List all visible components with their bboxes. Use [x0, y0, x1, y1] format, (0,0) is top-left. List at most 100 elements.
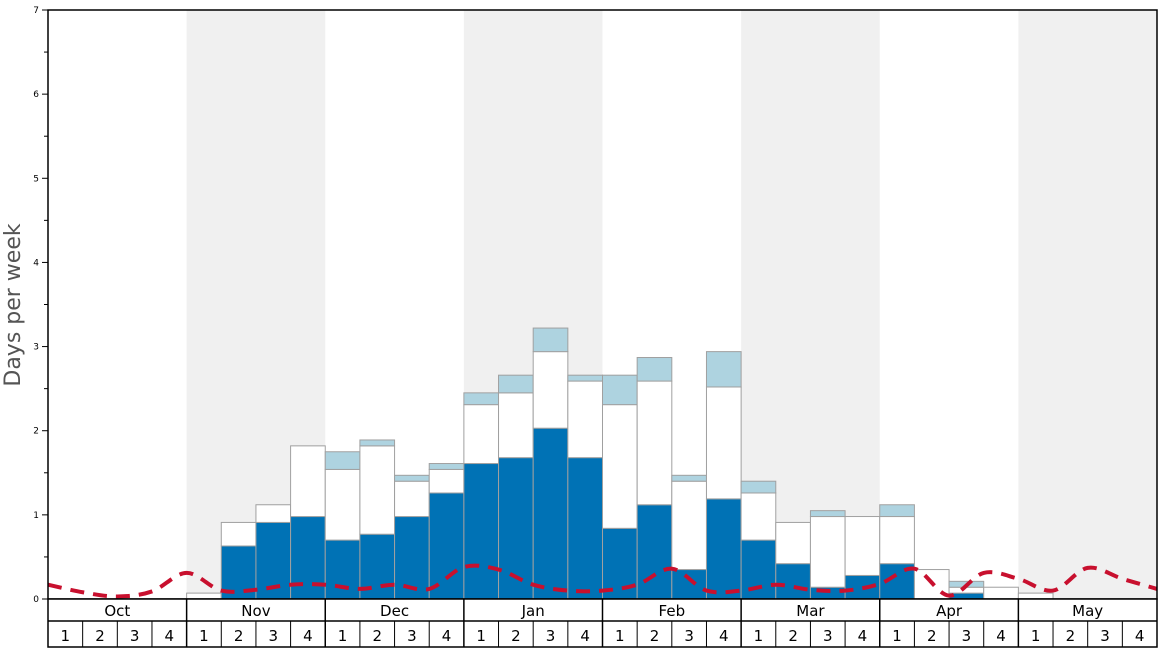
week-label: 4	[580, 627, 590, 645]
month-label-dec: Dec	[380, 602, 409, 620]
bar-segment-white	[463, 404, 500, 465]
week-label: 1	[615, 627, 625, 645]
month-label-may: May	[1072, 602, 1103, 620]
week-label: 4	[858, 627, 868, 645]
bar-segment-light-blue	[636, 357, 673, 382]
week-label: 1	[61, 627, 71, 645]
bar-segment-light-blue	[463, 392, 500, 406]
y-tick-label: 5	[33, 174, 39, 184]
bar-segment-white	[602, 404, 638, 529]
bar-segment-white	[498, 392, 534, 459]
bar-jan-week-4	[567, 374, 603, 600]
bar-segment-light-blue	[809, 510, 846, 518]
bar-segment-white	[705, 386, 742, 500]
week-label: 4	[303, 627, 313, 645]
bar-segment-dark-blue	[567, 457, 603, 600]
y-tick-label: 2	[33, 427, 39, 437]
y-tick-label: 6	[33, 90, 39, 100]
bar-segment-dark-blue	[394, 516, 430, 600]
bar-jan-week-1	[463, 392, 500, 600]
week-label: 3	[684, 627, 694, 645]
bar-segment-white	[394, 480, 430, 518]
bar-segment-dark-blue	[428, 492, 465, 600]
bar-segment-dark-blue	[740, 539, 777, 600]
bar-segment-white	[844, 516, 881, 576]
bar-segment-light-blue	[740, 480, 777, 494]
bar-segment-white	[879, 516, 915, 565]
month-band-may	[1018, 10, 1157, 599]
month-label-nov: Nov	[241, 602, 270, 620]
month-label-oct: Oct	[104, 602, 130, 620]
bar-segment-dark-blue	[290, 516, 326, 600]
week-label: 1	[476, 627, 486, 645]
bar-segment-light-blue	[428, 463, 465, 470]
bar-segment-white	[1017, 592, 1054, 600]
y-axis: 0 1 2 3 4 5 6 7	[33, 6, 48, 605]
bar-segment-white	[775, 521, 811, 565]
bar-may-week-1	[1017, 592, 1054, 600]
bar-segment-light-blue	[879, 504, 915, 518]
bar-segment-white	[290, 445, 326, 518]
bar-segment-light-blue	[532, 327, 569, 353]
week-label: 1	[1031, 627, 1041, 645]
bar-segment-dark-blue	[775, 563, 811, 600]
bar-segment-dark-blue	[324, 539, 361, 600]
month-label-mar: Mar	[796, 602, 825, 620]
bar-segment-white	[567, 380, 603, 459]
week-label: 4	[719, 627, 729, 645]
bar-segment-white	[532, 351, 569, 429]
week-label: 4	[996, 627, 1006, 645]
y-tick-label: 4	[33, 258, 39, 268]
bar-nov-week-4	[290, 445, 326, 600]
week-label: 3	[823, 627, 833, 645]
week-label: 3	[962, 627, 972, 645]
bar-feb-week-1	[602, 374, 638, 600]
month-bands	[186, 10, 1157, 599]
week-label: 2	[511, 627, 521, 645]
month-label-apr: Apr	[936, 602, 963, 620]
bar-segment-white	[255, 504, 292, 523]
y-axis-title: Days per week	[1, 223, 26, 386]
bar-segment-white	[636, 380, 673, 506]
month-label-jan: Jan	[521, 602, 545, 620]
week-label: 4	[1135, 627, 1145, 645]
bar-feb-week-4	[705, 351, 742, 600]
y-tick-label: 7	[33, 6, 39, 16]
week-label: 3	[546, 627, 556, 645]
bar-segment-white	[186, 592, 222, 600]
week-label: 4	[442, 627, 452, 645]
bar-feb-week-3	[671, 474, 707, 600]
dashed-trend-line	[47, 563, 1158, 599]
bar-apr-week-1	[879, 504, 915, 600]
week-label: 2	[650, 627, 660, 645]
bar-segment-white	[359, 445, 396, 535]
y-tick-label: 1	[33, 511, 39, 521]
bar-segment-light-blue	[359, 439, 396, 447]
week-label: 2	[788, 627, 798, 645]
bar-segment-white	[428, 468, 465, 494]
bar-segment-light-blue	[394, 474, 430, 482]
bar-segment-white	[220, 521, 257, 547]
bar-segment-white	[809, 516, 846, 588]
y-tick-label: 3	[33, 343, 39, 353]
bar-segment-white	[983, 586, 1019, 600]
bar-segment-light-blue	[671, 474, 707, 482]
bar-segment-light-blue	[498, 374, 534, 394]
month-label-feb: Feb	[659, 602, 686, 620]
week-label: 1	[892, 627, 902, 645]
bar-segment-dark-blue	[705, 498, 742, 600]
bar-dec-week-4	[428, 463, 465, 600]
bar-mar-week-2	[775, 521, 811, 600]
bar-segment-dark-blue	[671, 569, 707, 600]
bar-segment-light-blue	[705, 351, 742, 388]
bar-dec-week-3	[394, 474, 430, 600]
bar-nov-week-1	[186, 592, 222, 600]
week-label: 3	[1100, 627, 1110, 645]
bar-mar-week-1	[740, 480, 777, 600]
y-tick-label: 0	[33, 595, 39, 605]
bar-jan-week-2	[498, 374, 534, 600]
bar-segment-dark-blue	[463, 463, 500, 600]
bar-segment-white	[324, 468, 361, 541]
week-label: 3	[130, 627, 140, 645]
